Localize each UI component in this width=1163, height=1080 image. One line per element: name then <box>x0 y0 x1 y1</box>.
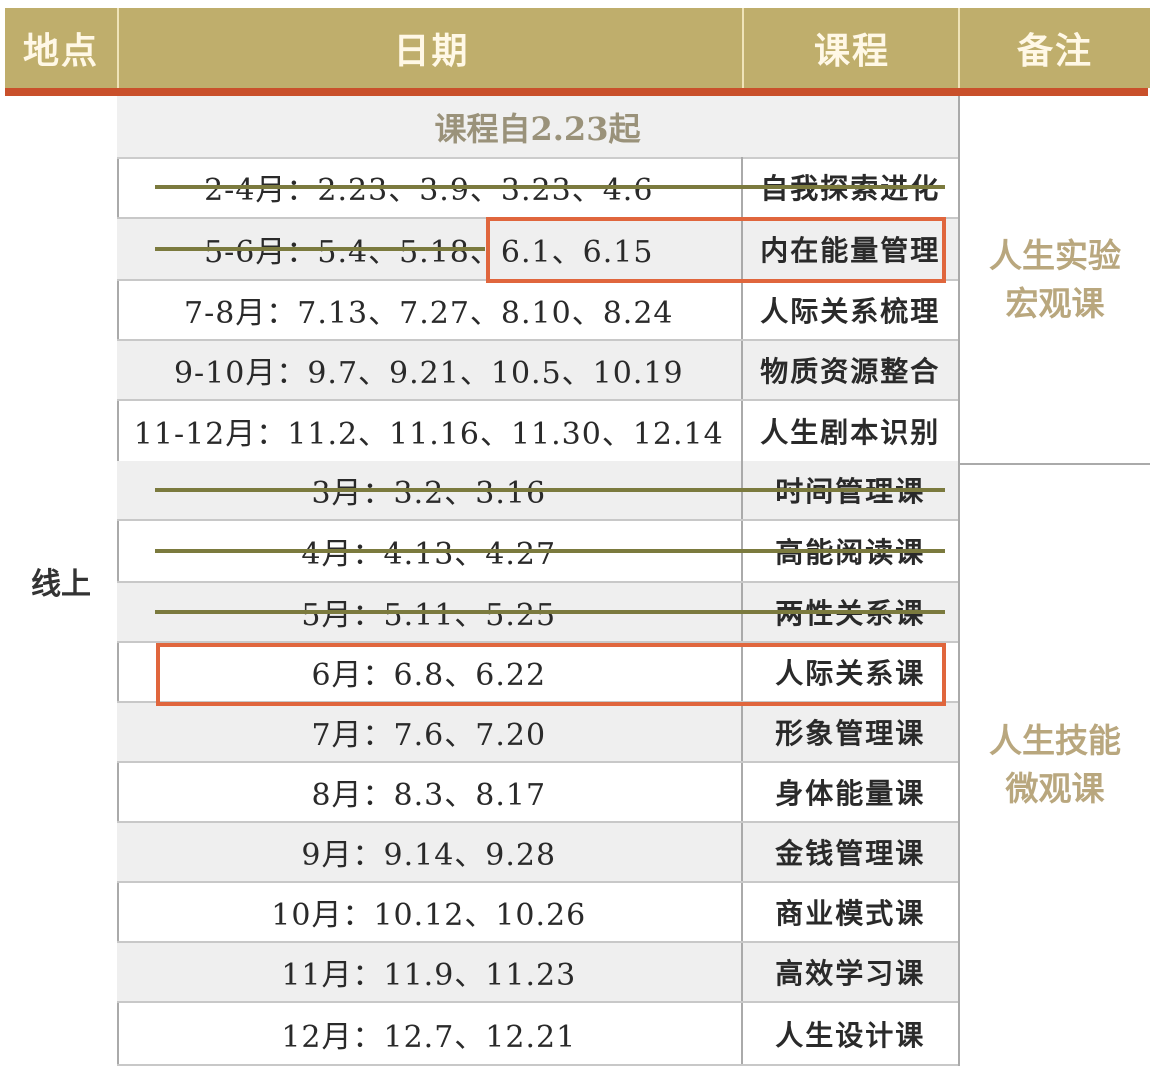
date-cell: 9月：9.14、9.28 <box>117 823 743 881</box>
date-cell: 10月：10.12、10.26 <box>117 883 743 941</box>
schedule-row: 11-12月：11.2、11.16、11.30、12.14 人生剧本识别 <box>117 401 958 463</box>
schedule-row: 7-8月：7.13、7.27、8.10、8.24 人际关系梳理 <box>117 281 958 341</box>
date-cell: 2-4月：2.23、3.9、3.23、4.6 <box>117 157 743 217</box>
schedule-subtitle: 课程自2.23起 <box>117 96 958 159</box>
header-date: 日期 <box>117 8 744 88</box>
note-line: 微观课 <box>1005 768 1105 808</box>
strikethrough-line <box>155 185 945 189</box>
schedule-row: 2-4月：2.23、3.9、3.23、4.6自我探索进化 <box>117 157 958 219</box>
date-cell: 7-8月：7.13、7.27、8.10、8.24 <box>117 281 743 339</box>
course-cell: 物质资源整合 <box>760 355 941 388</box>
strikethrough-line <box>155 488 945 492</box>
course-cell: 人生剧本识别 <box>760 416 941 449</box>
schedule-row: 7月：7.6、7.20 形象管理课 <box>117 703 958 763</box>
schedule-row: 11月：11.9、11.23 高效学习课 <box>117 943 958 1003</box>
note-line: 人生技能 <box>989 720 1121 760</box>
date-struck-text: 5-6月：5.4、5.18、 <box>204 235 501 270</box>
schedule-row: 4月：4.13、4.27高能阅读课 <box>117 521 958 583</box>
course-cell: 人际关系梳理 <box>760 295 941 328</box>
note-line: 人生实验 <box>989 235 1121 275</box>
date-cell: 11月：11.9、11.23 <box>117 943 743 1001</box>
course-cell: 形象管理课 <box>775 717 926 750</box>
header-divider <box>5 88 1148 96</box>
course-cell: 金钱管理课 <box>775 837 926 870</box>
header-location: 地点 <box>5 8 117 88</box>
date-cell: 4月：4.13、4.27 <box>117 521 743 581</box>
course-cell: 身体能量课 <box>775 777 926 810</box>
header-course: 课程 <box>742 8 960 88</box>
schedule-row: 5-6月：5.4、5.18、 6.1、6.15 内在能量管理 <box>117 219 958 281</box>
schedule-row: 8月：8.3、8.17 身体能量课 <box>117 763 958 823</box>
date-cell: 7月：7.6、7.20 <box>117 703 743 761</box>
schedule-row: 12月：12.7、12.21 人生设计课 <box>117 1003 958 1066</box>
date-text: 6.1、6.15 <box>500 235 654 270</box>
date-cell: 5-6月：5.4、5.18、 6.1、6.15 <box>117 219 743 279</box>
course-cell: 人际关系课 <box>775 657 926 690</box>
schedule-row: 10月：10.12、10.26 商业模式课 <box>117 883 958 943</box>
course-cell: 高效学习课 <box>775 957 926 990</box>
note-micro-course: 人生技能 微观课 <box>958 463 1150 1066</box>
course-cell: 商业模式课 <box>775 897 926 930</box>
schedule-row: 9月：9.14、9.28 金钱管理课 <box>117 823 958 883</box>
highlight-box <box>486 217 946 283</box>
schedule-row: 5月：5.11、5.25两性关系课 <box>117 583 958 643</box>
date-cell: 9-10月：9.7、9.21、10.5、10.19 <box>117 341 743 399</box>
note-macro-course: 人生实验 宏观课 <box>958 96 1150 465</box>
location-cell: 线上 <box>5 96 119 1066</box>
strikethrough-line <box>155 247 485 251</box>
course-cell: 内在能量管理 <box>760 234 941 267</box>
date-cell: 8月：8.3、8.17 <box>117 763 743 821</box>
highlight-box <box>156 643 946 706</box>
date-cell: 6月：6.8、6.22 <box>117 643 743 701</box>
strikethrough-line <box>155 610 945 614</box>
strikethrough-line <box>155 549 945 553</box>
course-cell: 人生设计课 <box>775 1018 926 1052</box>
date-cell: 3月：3.2、3.16 <box>117 461 743 519</box>
header-note: 备注 <box>958 8 1150 88</box>
date-cell: 12月：12.7、12.21 <box>117 1003 743 1064</box>
schedule-row: 9-10月：9.7、9.21、10.5、10.19 物质资源整合 <box>117 341 958 401</box>
note-line: 宏观课 <box>1005 283 1105 323</box>
schedule-row: 3月：3.2、3.16时间管理课 <box>117 461 958 521</box>
date-cell: 11-12月：11.2、11.16、11.30、12.14 <box>117 401 743 461</box>
